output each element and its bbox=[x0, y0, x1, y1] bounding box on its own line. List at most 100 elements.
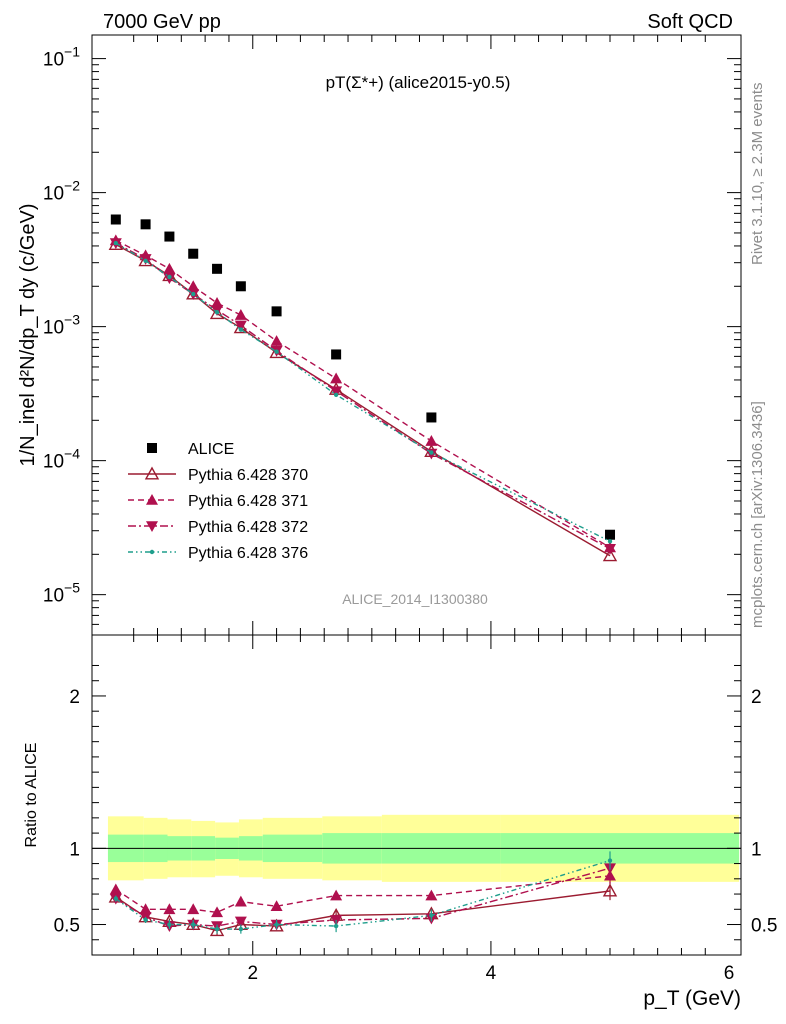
marker-triangle-up bbox=[187, 280, 200, 292]
series-line bbox=[115, 239, 611, 549]
marker-dot bbox=[214, 310, 220, 315]
marker-triangle-up bbox=[187, 903, 200, 915]
legend-label: Pythia 6.428 370 bbox=[188, 467, 308, 484]
marker-square bbox=[271, 306, 282, 317]
marker-dot bbox=[167, 274, 172, 280]
marker-square bbox=[188, 248, 199, 259]
marker-dot bbox=[333, 923, 339, 929]
marker-triangle-up bbox=[330, 889, 343, 901]
series-2 bbox=[109, 234, 617, 553]
marker-triangle-up bbox=[425, 889, 438, 901]
x-tick-label: 2 bbox=[247, 963, 258, 984]
legend-label: ALICE bbox=[188, 441, 234, 458]
marker-dot bbox=[274, 349, 279, 354]
marker-dot bbox=[238, 327, 244, 332]
marker-dot bbox=[333, 392, 339, 397]
ratio-y-tick-label: 0.5 bbox=[54, 916, 80, 937]
marker-square bbox=[235, 281, 246, 292]
y-tick-label: 10−1 bbox=[43, 44, 80, 71]
marker-triangle-up bbox=[330, 372, 343, 384]
header-left: 7000 GeV pp bbox=[103, 11, 221, 33]
marker-triangle-up bbox=[211, 297, 224, 308]
ratio-series-1 bbox=[109, 868, 617, 918]
series-3 bbox=[109, 238, 617, 555]
marker-square bbox=[110, 214, 121, 225]
ratio-series-3 bbox=[113, 851, 613, 934]
ratio-series-line bbox=[115, 867, 611, 927]
x-axis-label: p_T (GeV) bbox=[643, 987, 741, 1010]
series-line bbox=[115, 242, 611, 550]
marker-dot bbox=[113, 896, 119, 901]
marker-dot bbox=[429, 913, 434, 918]
watermark: ALICE_2014_I1300380 bbox=[342, 591, 488, 607]
marker-dot bbox=[143, 917, 148, 923]
marker-triangle-up bbox=[270, 900, 283, 912]
marker-square bbox=[140, 219, 151, 230]
y-tick-label: 10−4 bbox=[43, 446, 80, 473]
marker-triangle-open bbox=[209, 923, 225, 937]
ratio-y-tick-label: 1 bbox=[69, 839, 80, 860]
series-line bbox=[115, 242, 611, 542]
marker-triangle-up bbox=[234, 309, 247, 320]
ratio-series-line bbox=[115, 890, 611, 932]
legend-label: Pythia 6.428 376 bbox=[188, 545, 308, 562]
mcplots-label: mcplots.cern.ch [arXiv:1306.3436] bbox=[749, 401, 766, 628]
marker-square bbox=[331, 349, 342, 360]
marker-square bbox=[147, 443, 157, 453]
marker-square bbox=[212, 263, 223, 274]
legend-label: Pythia 6.428 372 bbox=[188, 519, 308, 536]
marker-triangle-up bbox=[211, 906, 224, 918]
ratio-panel: 0.5 0.5 1 1 2 2 2 4 6 Ratio to ALICE p_T (GeV) bbox=[23, 634, 777, 1010]
marker-triangle-up bbox=[109, 883, 122, 895]
marker-triangle-up bbox=[163, 262, 176, 274]
series-0 bbox=[110, 214, 616, 540]
marker-dot bbox=[143, 258, 148, 263]
rivet-label: Rivet 3.1.10, ≥ 2.3M events bbox=[749, 82, 766, 266]
y-tick-label: 10−2 bbox=[43, 178, 80, 205]
marker-dot bbox=[191, 922, 196, 927]
legend: ALICE Pythia 6.428 370 Pythia 6.428 371 Pyt… bbox=[128, 441, 308, 562]
marker-dot bbox=[113, 240, 119, 246]
ratio-y-axis-label: Ratio to ALICE bbox=[23, 743, 40, 848]
main-panel: 10−5 10−4 10−3 10−2 10−1 pT(Σ*+) (alice2015-y… bbox=[17, 34, 742, 636]
marker-triangle-open bbox=[209, 306, 225, 320]
legend-label: Pythia 6.428 371 bbox=[188, 493, 308, 510]
marker-square bbox=[164, 231, 175, 242]
marker-triangle-open bbox=[602, 883, 618, 897]
marker-triangle-up bbox=[425, 435, 438, 446]
marker-dot bbox=[429, 450, 434, 455]
marker-triangle-up bbox=[146, 494, 158, 505]
marker-triangle-up bbox=[234, 895, 247, 907]
marker-dot bbox=[238, 926, 244, 932]
marker-dot bbox=[191, 291, 196, 297]
marker-triangle-open bbox=[144, 466, 160, 480]
marker-dot bbox=[607, 539, 613, 544]
ratio-y-tick-label-right: 0.5 bbox=[751, 916, 777, 937]
marker-triangle-down bbox=[330, 386, 343, 398]
marker-triangle-down bbox=[234, 916, 247, 928]
marker-square bbox=[605, 529, 616, 540]
marker-triangle-down bbox=[604, 543, 617, 555]
chart-title: pT(Σ*+) (alice2015-y0.5) bbox=[326, 73, 511, 92]
marker-triangle-up bbox=[163, 903, 176, 915]
header-right: Soft QCD bbox=[647, 11, 733, 33]
x-tick-label: 6 bbox=[724, 963, 735, 984]
marker-triangle-down bbox=[146, 521, 158, 532]
ratio-y-tick-label-right: 1 bbox=[751, 839, 762, 860]
marker-dot bbox=[167, 922, 172, 927]
marker-dot bbox=[607, 858, 613, 863]
ratio-y-tick-label: 2 bbox=[69, 687, 80, 708]
y-tick-label: 10−5 bbox=[43, 580, 80, 607]
ratio-series-line bbox=[115, 875, 611, 914]
marker-dot bbox=[214, 926, 220, 932]
x-tick-label: 4 bbox=[486, 963, 497, 984]
marker-triangle-open bbox=[602, 548, 618, 562]
y-axis-label: 1/N_inel d²N/dp_T dy (c/GeV) bbox=[17, 203, 39, 466]
y-tick-label: 10−3 bbox=[43, 312, 80, 339]
ratio-series-line bbox=[115, 859, 611, 930]
marker-triangle-down bbox=[234, 320, 247, 332]
series-4 bbox=[113, 240, 613, 544]
marker-dot bbox=[274, 922, 279, 927]
ratio-frame bbox=[91, 634, 742, 956]
